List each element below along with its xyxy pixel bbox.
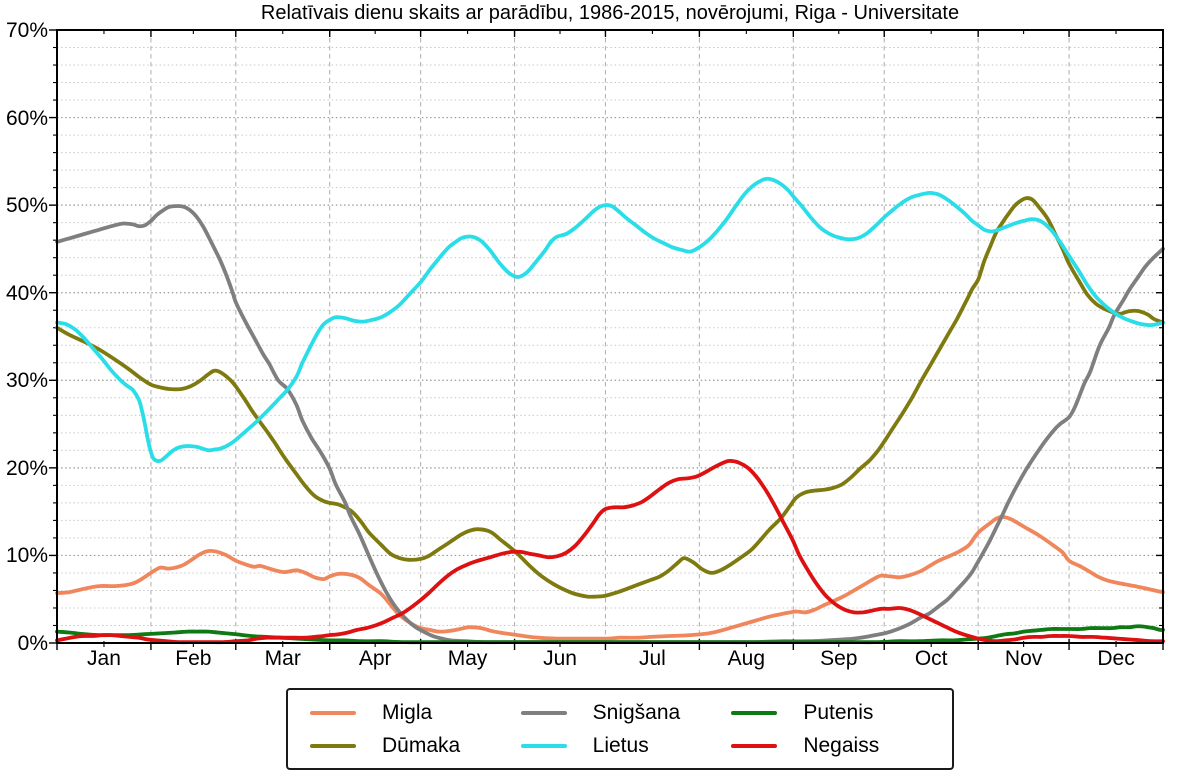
legend-label-migla: Migla bbox=[382, 700, 433, 724]
x-tick-label-jan: Jan bbox=[87, 647, 121, 670]
legend-swatch-migla bbox=[310, 710, 356, 715]
x-tick-label-apr: Apr bbox=[358, 647, 392, 670]
y-tick-label-70: 70% bbox=[5, 19, 48, 42]
y-tick-label-60: 60% bbox=[5, 106, 48, 130]
plot-frame bbox=[56, 29, 1164, 644]
x-tick-label-oct: Oct bbox=[914, 647, 948, 670]
legend-item-snigsana: Snigšana bbox=[520, 700, 732, 725]
chart-title: Relatīvais dienu skaits ar parādību, 198… bbox=[260, 2, 960, 24]
x-tick-label-may: May bbox=[447, 647, 488, 670]
legend-swatch-negaiss bbox=[731, 743, 778, 748]
y-tick-label-10: 10% bbox=[5, 544, 48, 568]
x-tick-label-feb: Feb bbox=[175, 647, 212, 670]
y-tick-label-50: 50% bbox=[5, 194, 48, 218]
series-line-lietus bbox=[55, 176, 1165, 463]
legend-item-migla: Migla bbox=[310, 701, 521, 725]
legend-label-lietus: Lietus bbox=[592, 733, 649, 757]
x-tick-label-dec: Dec bbox=[1097, 647, 1135, 670]
legend-label-negaiss: Negaiss bbox=[803, 733, 880, 757]
legend-swatch-lietus bbox=[520, 743, 567, 748]
series-line-negaiss bbox=[55, 459, 1165, 645]
x-tick-label-sep: Sep bbox=[820, 647, 858, 670]
x-tick-label-aug: Aug bbox=[727, 647, 766, 670]
y-tick-label-0: 0% bbox=[17, 632, 48, 655]
x-tick-label-mar: Mar bbox=[264, 647, 301, 670]
legend-swatch-putenis bbox=[731, 710, 778, 715]
x-tick-label-nov: Nov bbox=[1004, 647, 1043, 670]
legend-swatch-snigsana bbox=[520, 710, 567, 715]
legend-item-dumaka: Dūmaka bbox=[310, 734, 521, 758]
x-tick-label-jun: Jun bbox=[543, 647, 577, 670]
series-line-snigsana bbox=[55, 204, 1165, 645]
series-line-migla bbox=[55, 514, 1165, 641]
y-tick-label-40: 40% bbox=[5, 281, 48, 305]
legend-label-putenis: Putenis bbox=[803, 700, 874, 724]
legend-item-negaiss: Negaiss bbox=[731, 734, 942, 758]
legend-label-snigsana: Snigšana bbox=[592, 700, 681, 724]
legend-label-dumaka: Dūmaka bbox=[382, 733, 461, 757]
legend: Migla Dūmaka Snigšana Lietus Putenis Neg… bbox=[286, 688, 954, 770]
x-tick-label-jul: Jul bbox=[638, 647, 666, 670]
legend-item-putenis: Putenis bbox=[731, 701, 942, 725]
series-line-dumaka bbox=[55, 196, 1165, 599]
y-tick-label-30: 30% bbox=[5, 369, 48, 393]
legend-item-lietus: Lietus bbox=[520, 733, 732, 758]
legend-swatch-dumaka bbox=[310, 743, 356, 748]
y-tick-label-20: 20% bbox=[5, 456, 48, 480]
